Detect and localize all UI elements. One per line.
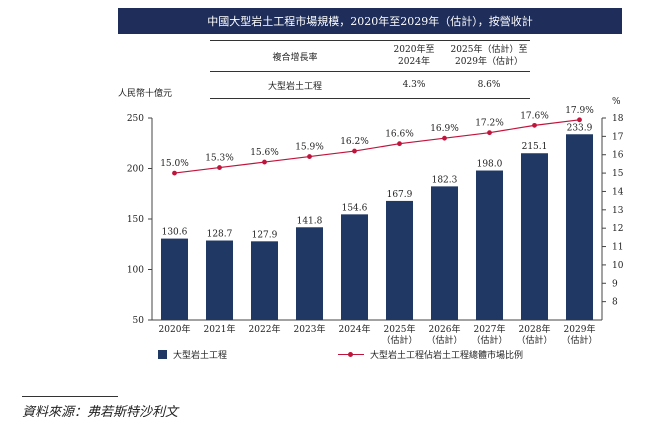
legend-bar-swatch: [158, 350, 167, 359]
share-line-label: 16.6%: [385, 130, 414, 140]
share-line-point: [262, 159, 267, 165]
bar-value-label: 198.0: [477, 160, 503, 170]
legend-line-entry: 大型岩土工程佔岩土工程總體市場比例: [338, 348, 523, 361]
y-tick-label: 100: [127, 266, 144, 276]
share-line-point: [577, 117, 582, 123]
bar: [161, 238, 188, 320]
bar-value-label: 130.6: [162, 228, 188, 238]
bar: [341, 214, 368, 320]
x-tick-label: （估計）: [471, 334, 507, 346]
share-line-label: 15.0%: [160, 159, 189, 169]
y2-tick-label: 17: [612, 132, 624, 142]
cagr-col2-header: 2025年（估計）至 2029年（估計）: [448, 44, 530, 68]
share-line-label: 15.3%: [205, 154, 234, 164]
y2-tick-label: 16: [612, 151, 624, 161]
y2-tick-label: 12: [612, 224, 623, 234]
x-tick-label: 2024年: [339, 323, 371, 335]
cagr-row-value1: 4.3%: [402, 80, 426, 90]
bar-value-label: 127.9: [252, 230, 278, 240]
x-tick-label: 2025年: [384, 323, 416, 335]
bar: [251, 241, 278, 320]
share-line-point: [397, 141, 402, 147]
y2-axis-unit-label: %: [612, 97, 621, 107]
cagr-col1-line1: 2020年至: [393, 45, 435, 55]
x-tick-label: （估計）: [561, 334, 597, 346]
share-line-point: [442, 135, 447, 141]
share-line-point: [172, 170, 177, 176]
bar: [206, 240, 233, 320]
cagr-header-label: 複合增長率: [272, 52, 318, 63]
cagr-col2-line2: 2029年（估計）: [455, 57, 523, 67]
x-tick-label: 2023年: [294, 323, 326, 335]
y-axis-unit-label: 人民幣十億元: [118, 89, 173, 99]
x-tick-label: （估計）: [426, 334, 462, 346]
share-line: [174, 119, 580, 174]
share-line-label: 17.2%: [475, 119, 504, 129]
cagr-col2-line1: 2025年（估計）至: [450, 45, 528, 55]
bar: [296, 227, 323, 320]
bar: [521, 153, 548, 320]
x-tick-label: 2028年: [519, 323, 551, 335]
share-line-label: 17.9%: [565, 106, 594, 116]
share-line-point: [307, 154, 312, 159]
x-tick-label: 2029年: [564, 323, 596, 335]
bar-value-label: 215.1: [522, 142, 548, 152]
share-line-label: 15.9%: [295, 143, 324, 153]
y2-tick-label: 9: [612, 279, 618, 289]
cagr-col1-line2: 2024年: [398, 57, 430, 67]
share-line-label: 15.6%: [250, 148, 279, 158]
bar-value-label: 141.8: [297, 216, 323, 226]
bar-value-label: 233.9: [567, 123, 593, 133]
y-tick-label: 150: [127, 215, 144, 225]
source-note: 資料來源：弗若斯特沙利文: [22, 405, 179, 420]
share-line-point: [352, 148, 357, 154]
x-tick-label: 2026年: [429, 323, 461, 335]
y2-tick-label: 11: [612, 243, 623, 253]
share-line-point: [532, 122, 537, 128]
bar: [431, 186, 458, 320]
bar-value-label: 182.3: [432, 175, 458, 185]
x-tick-label: （估計）: [516, 334, 552, 346]
bar-value-label: 154.6: [342, 203, 368, 213]
cagr-table: 複合增長率 2020年至 2024年 2025年（估計）至 2029年（估計） …: [210, 40, 530, 99]
x-tick-label: 2020年: [159, 323, 191, 335]
source-divider: [22, 396, 118, 397]
y-tick-label: 200: [127, 165, 144, 175]
x-tick-label: 2027年: [474, 323, 506, 335]
cagr-row-value2: 8.6%: [477, 80, 501, 90]
share-line-point: [217, 165, 222, 170]
legend-line-swatch: [338, 350, 364, 359]
cagr-table-row: 大型岩土工程 4.3% 8.6%: [210, 72, 530, 99]
bar: [386, 200, 413, 320]
bar: [476, 170, 503, 320]
bar: [566, 134, 593, 320]
bar-value-label: 128.7: [207, 230, 233, 240]
legend-bar-entry: 大型岩土工程: [158, 348, 227, 361]
legend-bar-label: 大型岩土工程: [173, 351, 228, 361]
x-tick-label: （估計）: [381, 334, 417, 346]
share-line-label: 16.2%: [340, 137, 369, 147]
x-tick-label: 2021年: [204, 323, 236, 335]
y2-tick-label: 18: [612, 114, 624, 124]
y-tick-label: 250: [127, 114, 144, 124]
y-tick-label: 50: [133, 316, 145, 326]
bar-value-label: 167.9: [387, 190, 413, 200]
y2-tick-label: 8: [612, 298, 618, 308]
share-line-label: 17.6%: [520, 111, 549, 121]
legend-line-label: 大型岩土工程佔岩土工程總體市場比例: [370, 351, 524, 361]
y2-tick-label: 15: [612, 169, 624, 179]
share-line-label: 16.9%: [430, 124, 459, 134]
y2-tick-label: 10: [612, 261, 624, 271]
cagr-row-label: 大型岩土工程: [267, 81, 322, 92]
chart-title: 中國大型岩土工程市場規模，2020年至2029年（估計），按營收計: [118, 8, 622, 34]
cagr-col1-header: 2020年至 2024年: [380, 44, 448, 68]
cagr-table-header: 複合增長率 2020年至 2024年 2025年（估計）至 2029年（估計）: [210, 40, 530, 72]
share-line-point: [487, 130, 492, 136]
y2-tick-label: 14: [612, 187, 624, 197]
y2-tick-label: 13: [612, 206, 624, 216]
x-tick-label: 2022年: [249, 323, 281, 335]
